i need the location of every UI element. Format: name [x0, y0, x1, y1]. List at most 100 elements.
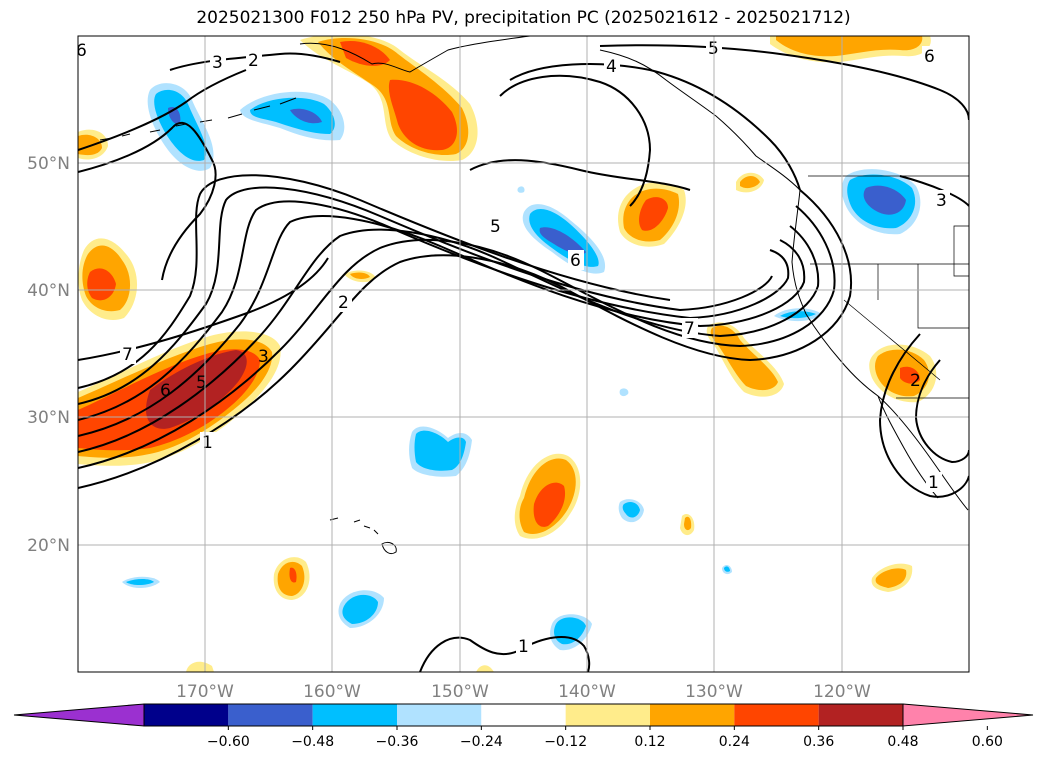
lon-tick-label: 130°W [685, 682, 743, 702]
precip-anomaly-negative [619, 388, 629, 397]
colorbar-extend-low [13, 703, 145, 727]
precip-anomaly-negative [290, 108, 322, 124]
precip-anomaly-negative [126, 579, 154, 585]
colorbar-tick-label: −0.12 [544, 734, 587, 750]
border-state-1 [810, 263, 969, 329]
lat-tick-label: 30°N [27, 408, 70, 428]
pv-contour-label: 5 [490, 217, 501, 237]
pv-contour-label: 2 [338, 293, 349, 313]
pv-contour [78, 225, 820, 453]
pv-contour [78, 69, 247, 151]
precip-anomaly-negative [724, 566, 730, 572]
lon-tick-label: 140°W [558, 682, 616, 702]
precip-anomaly-positive [776, 36, 923, 57]
pv-contour-label: 4 [606, 57, 617, 77]
colorbar-segment [565, 704, 650, 726]
pv-contour-label: 3 [258, 347, 269, 367]
colorbar-tick-label: −0.24 [460, 734, 503, 750]
pv-contour-label: 2 [910, 371, 921, 391]
colorbar-tick-label: 0.12 [634, 734, 665, 750]
colorbar-segment [734, 704, 819, 726]
colorbar-tick-label: −0.60 [207, 734, 250, 750]
pv-contour-label: 6 [924, 47, 935, 67]
colorbar-tick-label: 0.36 [803, 734, 834, 750]
precip-anomaly-positive [684, 516, 692, 531]
colorbar-tick-label: −0.48 [291, 734, 334, 750]
pv-contour [78, 174, 671, 389]
precip-anomaly-positive [476, 665, 494, 672]
colorbar-tick-label: 0.60 [972, 734, 1003, 750]
pv-contour [78, 186, 773, 405]
colorbar-extend-high [902, 703, 1034, 727]
precip-anomaly-positive [350, 272, 370, 279]
hawaii-islands [329, 517, 397, 555]
precip-anomaly-positive [900, 366, 920, 384]
precip-anomaly-negative [863, 185, 906, 215]
pv-contour-label: 6 [570, 251, 581, 271]
precip-anomaly-negative [414, 430, 466, 471]
colorbar-segment [144, 704, 229, 726]
lon-tick-label: 120°W [813, 682, 871, 702]
precip-anomaly-negative [539, 227, 586, 255]
precip-anomaly-positive [340, 40, 390, 66]
pv-contour [509, 63, 801, 191]
coastline-aleutians [99, 97, 297, 141]
coastline-west-coast [791, 189, 969, 511]
colorbar-segment [397, 704, 482, 726]
pv-contour-label: 5 [708, 39, 719, 59]
pv-contour [169, 52, 341, 71]
pv-contours [78, 44, 969, 672]
lon-tick-label: 160°W [303, 682, 361, 702]
colorbar-segment [481, 704, 566, 726]
precip-shading [78, 36, 937, 672]
pv-contour-label: 6 [160, 381, 171, 401]
precip-anomaly-positive [875, 568, 907, 588]
precip-anomaly-positive [533, 482, 566, 527]
pv-contour [78, 200, 790, 421]
colorbar: −0.60 −0.48 −0.36 −0.24 −0.12 0.12 0.24 0.36 0.4… [13, 703, 1034, 750]
precip-anomaly-negative [517, 186, 525, 193]
pv-contour [469, 159, 691, 191]
lon-tick-labels: 170°W 160°W 150°W 140°W 130°W 120°W [176, 682, 871, 702]
precip-anomaly-positive [87, 268, 116, 301]
lat-tick-label: 20°N [27, 536, 70, 556]
pv-contour-label: 3 [212, 53, 223, 73]
gridlines [78, 36, 969, 672]
colorbar-tick-label: −0.36 [376, 734, 419, 750]
precip-anomaly-positive [388, 79, 457, 151]
border-state-2 [953, 225, 969, 277]
map-title: 2025021300 F012 250 hPa PV, precipitatio… [196, 8, 851, 28]
map-frame [77, 35, 970, 673]
precip-anomaly-negative [622, 502, 640, 518]
lon-tick-label: 170°W [176, 682, 234, 702]
colorbar-tick-label: 0.24 [719, 734, 750, 750]
lon-tick-label: 150°W [431, 682, 489, 702]
coastlines [99, 36, 969, 555]
pv-contour-label: 3 [936, 191, 947, 211]
lat-tick-label: 50°N [27, 154, 70, 174]
pv-contour-label: 1 [928, 473, 939, 493]
colorbar-segment [650, 704, 735, 726]
pv-contour-label: 1 [202, 433, 213, 453]
precip-anomaly-positive [740, 176, 760, 189]
lat-tick-label: 40°N [27, 281, 70, 301]
map-plot-area: 6 3 2 5 4 5 6 7 2 7 6 5 3 1 1 [78, 36, 969, 672]
border-state-3 [843, 299, 941, 381]
pv-contour-label: 2 [248, 51, 259, 71]
lat-tick-labels: 50°N 40°N 30°N 20°N [27, 154, 70, 556]
coastline-alaska-panhandle [599, 49, 801, 191]
pv-contour-label: 7 [122, 345, 133, 365]
precip-anomaly-positive [146, 350, 247, 429]
pv-contour [78, 121, 217, 281]
colorbar-tick-label: 0.48 [887, 734, 918, 750]
colorbar-outline [143, 703, 904, 727]
precip-anomaly-negative [342, 594, 378, 624]
pv-contour [78, 205, 836, 469]
colorbar-segment [228, 704, 313, 726]
precip-anomaly-positive [186, 661, 214, 672]
precip-anomaly-positive [710, 325, 778, 391]
precip-anomaly-negative [250, 97, 335, 134]
pv-contour [499, 74, 652, 207]
pv-contour [914, 359, 969, 464]
pv-contour-label: 7 [684, 319, 695, 339]
